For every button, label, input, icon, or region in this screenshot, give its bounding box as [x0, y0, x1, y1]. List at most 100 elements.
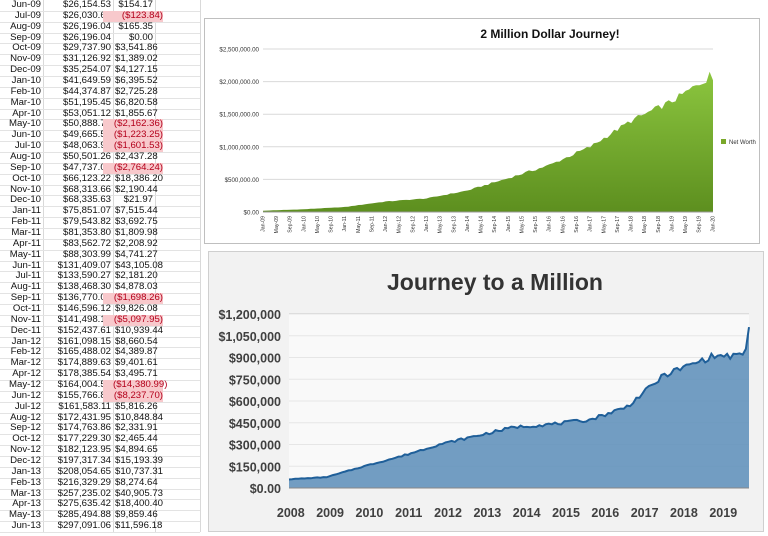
net-worth-cell[interactable]: $88,303.99 [62, 248, 111, 260]
net-worth-cell[interactable]: $31,126.92 [62, 53, 111, 65]
change-cell[interactable]: $18,400.40 [115, 498, 164, 510]
date-cell[interactable]: Jan-11 [12, 205, 41, 217]
table-row[interactable]: Aug-09 $26,196.04 $165.35 [0, 20, 200, 33]
table-row[interactable]: Apr-10 $53,051.12 $1,855.67 [0, 107, 200, 120]
net-worth-cell[interactable]: $257,235.02 [57, 487, 111, 499]
change-cell[interactable]: $2,465.44 [115, 433, 158, 445]
table-row[interactable]: Aug-11 $138,468.30 $4,878.03 [0, 281, 200, 293]
date-cell[interactable]: Sep-09 [10, 31, 41, 43]
table-row[interactable]: Nov-09 $31,126.92 $1,389.02 [0, 53, 200, 65]
net-worth-cell[interactable]: $208,054.65 [57, 465, 111, 477]
table-row[interactable]: Jun-11 $131,409.07 $43,105.08 [0, 259, 200, 272]
table-row[interactable]: Nov-10 $68,313.66 $2,190.44 [0, 183, 200, 196]
table-row[interactable]: Jun-13 $297,091.06 $11,596.18 [0, 520, 200, 532]
net-worth-cell[interactable]: $68,313.66 [62, 183, 111, 195]
net-worth-cell[interactable]: $81,353.80 [62, 227, 111, 238]
change-cell[interactable]: $4,878.03 [115, 281, 158, 293]
net-worth-cell[interactable]: $297,091.06 [57, 520, 111, 532]
net-worth-cell[interactable]: $161,583.11 [58, 400, 111, 412]
change-cell[interactable]: $4,741.27 [115, 248, 158, 260]
table-row[interactable]: Nov-12 $182,123.95 $4,894.65 [0, 444, 200, 456]
table-row[interactable]: Apr-11 $83,562.72 $2,208.92 [0, 237, 200, 250]
table-row[interactable]: May-10 $50,888.76 ($2,162.36) [0, 118, 200, 131]
date-cell[interactable]: May-10 [9, 118, 41, 130]
change-cell[interactable]: ($14,380.99) [103, 379, 167, 391]
net-worth-cell[interactable]: $50,501.26 [62, 151, 111, 162]
net-worth-cell[interactable]: $285,494.88 [57, 509, 111, 521]
change-cell[interactable]: ($1,601.53) [103, 140, 163, 152]
table-row[interactable]: Apr-12 $178,385.54 $3,495.71 [0, 368, 200, 380]
date-cell[interactable]: Jan-10 [11, 75, 41, 86]
change-cell[interactable]: $18,386.20 [115, 172, 164, 184]
change-cell[interactable]: $43,105.08 [115, 259, 164, 271]
table-row[interactable]: Mar-12 $174,889.63 $9,401.61 [0, 357, 200, 369]
table-row[interactable]: May-12 $164,004.55 ($14,380.99) [0, 379, 200, 391]
table-row[interactable]: Sep-09 $26,196.04 $0.00 [0, 31, 200, 44]
net-worth-cell[interactable]: $136,770.04 [57, 292, 111, 304]
table-row[interactable]: Dec-09 $35,254.07 $4,127.15 [0, 64, 200, 76]
date-cell[interactable]: Mar-10 [10, 96, 41, 108]
net-worth-cell[interactable]: $155,766.85 [57, 389, 111, 401]
change-cell[interactable]: $3,541.86 [115, 42, 158, 54]
table-row[interactable]: Sep-12 $174,763.86 $2,331.91 [0, 423, 200, 434]
change-cell[interactable]: $5,816.26 [115, 400, 158, 412]
change-cell[interactable]: $4,894.65 [115, 444, 158, 456]
table-row[interactable]: Feb-13 $216,329.29 $8,274.64 [0, 477, 200, 489]
net-worth-cell[interactable]: $146,596.12 [57, 303, 111, 314]
net-worth-cell[interactable]: $26,196.04 [62, 31, 111, 43]
change-cell[interactable]: $7,515.44 [115, 205, 158, 217]
change-cell[interactable]: $40,905.73 [115, 487, 164, 499]
change-cell[interactable]: $9,826.08 [115, 303, 158, 314]
date-cell[interactable]: Jun-13 [11, 520, 41, 532]
table-row[interactable]: Sep-11 $136,770.04 ($1,698.26) [0, 292, 200, 304]
table-row[interactable]: Feb-11 $79,543.82 $3,692.75 [0, 216, 200, 228]
change-cell[interactable]: $1,389.02 [115, 53, 158, 65]
net-worth-cell[interactable]: $66,123.22 [62, 172, 111, 184]
net-worth-cell[interactable]: $172,431.95 [57, 411, 111, 423]
net-worth-cell[interactable]: $165,488.02 [57, 346, 111, 358]
change-cell[interactable]: $165.35 [118, 20, 153, 32]
net-worth-cell[interactable]: $177,229.30 [57, 433, 111, 445]
net-worth-cell[interactable]: $26,030.69 [62, 9, 111, 21]
change-cell[interactable]: ($8,237.70) [103, 390, 163, 402]
change-cell[interactable]: $1,809.98 [115, 227, 158, 238]
date-cell[interactable]: Jul-10 [14, 140, 41, 152]
date-cell[interactable]: Sep-12 [10, 422, 41, 434]
date-cell[interactable]: Apr-10 [12, 107, 41, 119]
net-worth-cell[interactable]: $51,195.45 [62, 96, 111, 108]
date-cell[interactable]: Aug-11 [10, 281, 41, 293]
date-cell[interactable]: Nov-09 [10, 53, 41, 65]
table-row[interactable]: Jan-13 $208,054.65 $10,737.31 [0, 465, 200, 478]
change-cell[interactable]: $6,820.58 [115, 96, 158, 108]
net-worth-cell[interactable]: $48,063.98 [62, 140, 111, 152]
change-cell[interactable]: $9,859.46 [115, 509, 158, 521]
date-cell[interactable]: Aug-09 [10, 20, 41, 32]
change-cell[interactable]: ($1,698.26) [103, 292, 163, 304]
date-cell[interactable]: Jul-11 [15, 270, 41, 282]
change-cell[interactable]: $2,208.92 [115, 237, 158, 249]
change-cell[interactable]: $3,692.75 [115, 216, 158, 228]
date-cell[interactable]: Nov-11 [10, 313, 41, 325]
table-row[interactable]: Aug-12 $172,431.95 $10,848.84 [0, 411, 200, 424]
net-worth-cell[interactable]: $49,665.51 [62, 129, 111, 141]
net-worth-cell[interactable]: $83,562.72 [62, 237, 111, 249]
date-cell[interactable]: Jun-09 [11, 0, 41, 10]
change-cell[interactable]: $11,596.18 [115, 520, 163, 532]
table-row[interactable]: Oct-10 $66,123.22 $18,386.20 [0, 172, 200, 185]
table-row[interactable]: Apr-13 $275,635.42 $18,400.40 [0, 499, 200, 510]
net-worth-cell[interactable]: $50,888.76 [62, 118, 111, 130]
net-worth-cell[interactable]: $138,468.30 [57, 281, 111, 293]
net-worth-cell[interactable]: $44,374.87 [62, 85, 111, 97]
date-cell[interactable]: May-13 [9, 509, 41, 521]
date-cell[interactable]: Jul-12 [14, 400, 41, 412]
change-cell[interactable]: ($5,097.95) [103, 314, 163, 326]
net-worth-cell[interactable]: $133,590.27 [57, 270, 111, 282]
net-worth-cell[interactable]: $131,409.07 [57, 259, 111, 271]
date-cell[interactable]: Dec-11 [10, 324, 41, 336]
table-row[interactable]: May-11 $88,303.99 $4,741.27 [0, 248, 200, 261]
change-cell[interactable]: $9,401.61 [115, 357, 158, 369]
table-row[interactable]: Dec-10 $68,335.63 $21.97 [0, 195, 200, 206]
date-cell[interactable]: Sep-10 [10, 161, 41, 173]
date-cell[interactable]: Nov-12 [10, 444, 41, 456]
date-cell[interactable]: Feb-11 [11, 216, 41, 228]
